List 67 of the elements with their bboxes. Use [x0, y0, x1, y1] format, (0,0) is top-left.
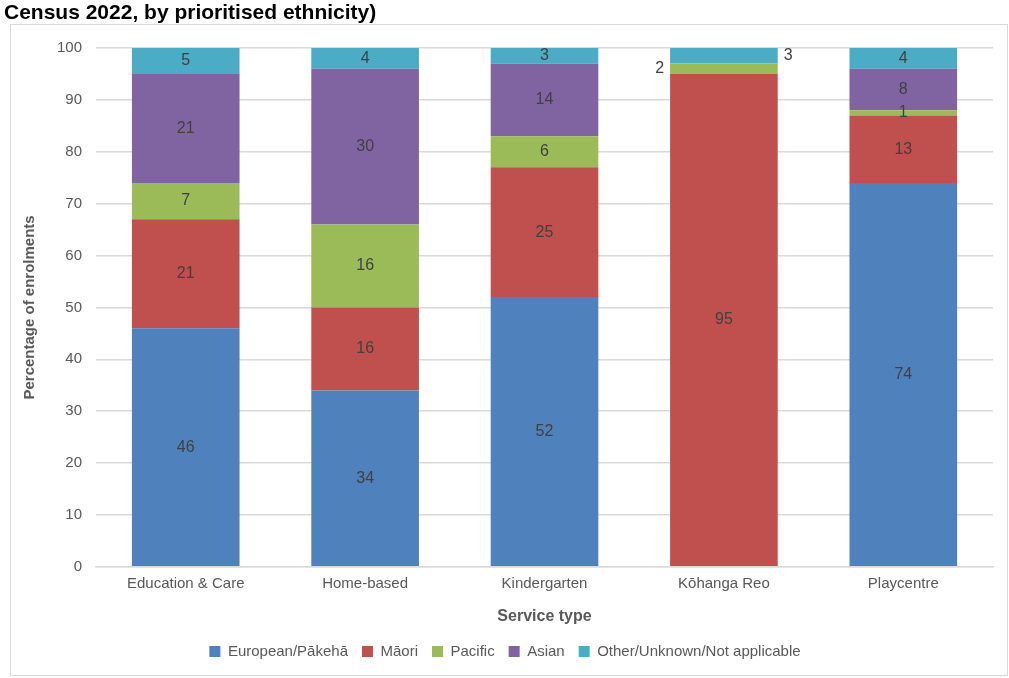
y-tick-label: 90	[65, 90, 83, 108]
data-label: 21	[176, 118, 195, 136]
data-label: 3	[540, 46, 550, 64]
bar	[311, 307, 419, 391]
data-label: 4	[360, 48, 370, 66]
bar	[131, 219, 240, 329]
legend-label: Asian	[527, 641, 565, 659]
y-tick-label: 30	[65, 401, 83, 419]
data-label: 2	[655, 59, 665, 77]
y-tick-label: 50	[65, 297, 83, 315]
data-label: 21	[176, 264, 195, 282]
data-label: 16	[356, 256, 375, 274]
legend-label: European/Pākehā	[227, 641, 349, 659]
legend-label: Pacific	[450, 641, 496, 659]
bar	[490, 48, 599, 64]
data-label: 34	[356, 468, 375, 486]
data-label: 52	[535, 421, 554, 439]
data-label: 14	[535, 90, 554, 108]
bar	[131, 328, 240, 567]
y-tick-label: 60	[65, 245, 83, 263]
bar	[131, 182, 240, 220]
chart-title: Census 2022, by prioritised ethnicity)	[4, 0, 377, 24]
bar	[490, 63, 599, 137]
y-tick-label: 40	[65, 349, 83, 367]
bar	[131, 48, 240, 74]
bar	[849, 48, 958, 69]
bar	[849, 115, 958, 183]
x-tick-label: Education & Care	[126, 573, 245, 591]
bar	[311, 48, 419, 69]
x-axis-title: Service type	[497, 606, 592, 624]
bar	[490, 167, 599, 298]
data-label: 74	[894, 364, 913, 382]
bar	[849, 182, 958, 567]
y-axis-title: Percentage of enrolments	[20, 215, 38, 400]
y-tick-label: 0	[73, 556, 83, 574]
y-tick-label: 100	[57, 38, 83, 56]
data-label: 8	[898, 79, 908, 97]
data-label: 3	[783, 46, 793, 64]
data-label: 95	[715, 310, 733, 328]
bar	[311, 390, 419, 567]
x-tick-label: Kōhanga Reo	[678, 573, 770, 591]
y-tick-label: 20	[65, 453, 83, 471]
bar	[131, 73, 240, 183]
data-label: 13	[894, 139, 913, 157]
y-tick-label: 80	[65, 141, 83, 159]
data-label: 4	[898, 48, 908, 66]
bar	[670, 73, 778, 567]
data-label: 25	[535, 222, 554, 240]
bar	[670, 63, 778, 74]
data-label: 30	[356, 136, 375, 154]
bar	[670, 48, 778, 64]
y-tick-label: 10	[65, 505, 83, 523]
bar	[311, 224, 419, 308]
bar	[311, 68, 419, 225]
bar	[490, 136, 599, 168]
legend-label: Other/Unknown/Not applicable	[597, 641, 801, 659]
x-tick-label: Home-based	[322, 573, 409, 591]
data-label: 5	[181, 51, 191, 69]
x-tick-label: Kindergarten	[501, 573, 588, 591]
x-tick-label: Playcentre	[867, 573, 939, 591]
y-tick-label: 70	[65, 193, 83, 211]
data-label: 7	[181, 191, 191, 209]
data-label: 16	[356, 339, 375, 357]
bar	[490, 297, 599, 567]
data-label: 6	[540, 142, 550, 160]
legend-label: Māori	[380, 641, 418, 659]
data-label: 46	[176, 437, 195, 455]
